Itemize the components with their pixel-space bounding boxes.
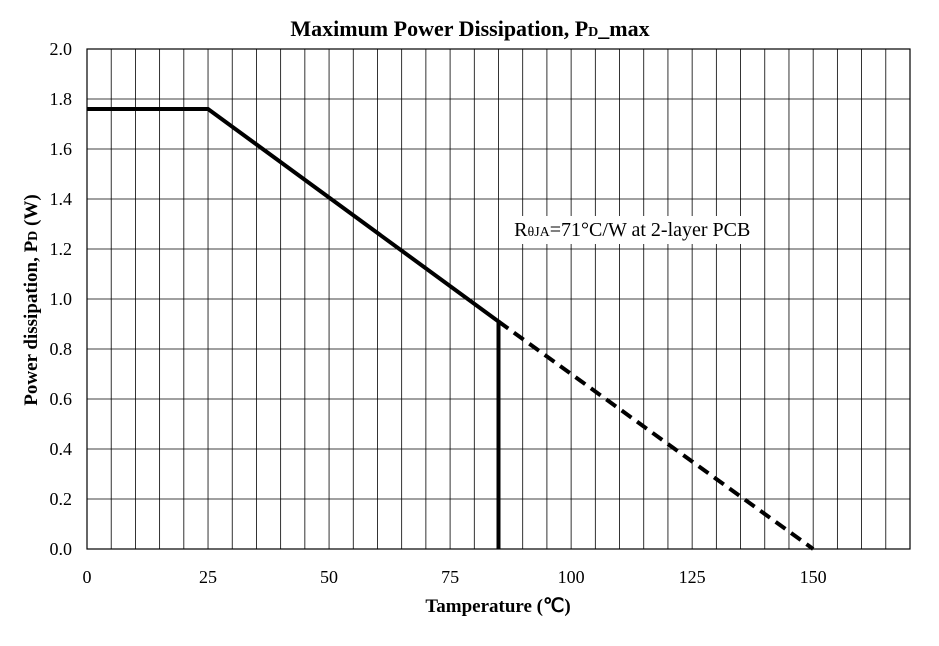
- y-tick-label: 0.2: [50, 489, 73, 509]
- power-derating-line: [87, 107, 501, 549]
- y-tick-label: 0.8: [50, 339, 73, 359]
- y-tick-label: 0.0: [50, 539, 73, 559]
- y-tick-label: 1.8: [50, 89, 73, 109]
- chart-title: Maximum Power Dissipation, PD_max: [290, 16, 649, 41]
- derating-extension-line: [497, 319, 815, 551]
- x-tick-label: 150: [800, 567, 827, 587]
- x-tick-label: 75: [441, 567, 459, 587]
- x-tick-label: 100: [558, 567, 585, 587]
- x-tick-label: 25: [199, 567, 217, 587]
- y-tick-label: 0.6: [50, 389, 73, 409]
- y-axis-title: Power dissipation, PD (W): [21, 194, 42, 405]
- y-tick-label: 1.2: [50, 239, 73, 259]
- x-tick-label: 125: [679, 567, 706, 587]
- y-tick-label: 1.6: [50, 139, 73, 159]
- thermal-resistance-annotation: RθJA=71°C/W at 2-layer PCB: [514, 219, 750, 241]
- x-axis-title: Tamperature (℃): [425, 596, 570, 617]
- annotation-layer: RθJA=71°C/W at 2-layer PCB: [508, 216, 757, 244]
- y-tick-label: 0.4: [50, 439, 73, 459]
- y-tick-label: 1.4: [50, 189, 73, 209]
- y-axis-ticks: 0.0 0.2 0.4 0.6 0.8 1.0 1.2 1.4 1.6 1.8 2.0: [50, 39, 73, 559]
- x-tick-label: 0: [83, 567, 92, 587]
- x-axis-ticks: 0 25 50 75 100 125 150: [83, 567, 827, 587]
- series-layer: [87, 107, 815, 551]
- annotation-background: [508, 216, 757, 244]
- y-tick-label: 1.0: [50, 289, 73, 309]
- x-tick-label: 50: [320, 567, 338, 587]
- y-tick-label: 2.0: [50, 39, 73, 59]
